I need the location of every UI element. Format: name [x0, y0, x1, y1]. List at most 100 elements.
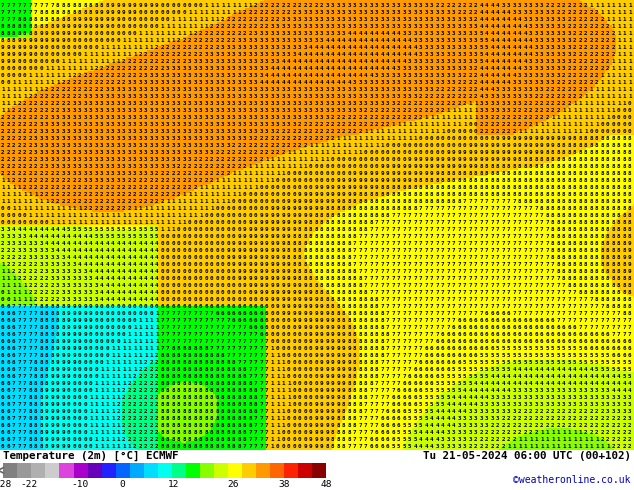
- Text: 8: 8: [452, 199, 455, 204]
- Text: 8: 8: [29, 430, 32, 435]
- Text: 1: 1: [210, 10, 214, 15]
- Text: 8: 8: [512, 171, 516, 176]
- Text: 3: 3: [441, 73, 444, 78]
- Text: 4: 4: [386, 52, 389, 57]
- Text: 7: 7: [458, 241, 461, 246]
- Text: 0: 0: [304, 395, 307, 400]
- Text: 3: 3: [408, 3, 411, 8]
- Text: 3: 3: [111, 115, 115, 120]
- Text: 7: 7: [540, 276, 543, 281]
- Text: 7: 7: [485, 206, 489, 211]
- Text: 3: 3: [29, 241, 32, 246]
- Text: 3: 3: [138, 150, 142, 155]
- Text: 4: 4: [491, 10, 494, 15]
- Text: 2: 2: [238, 17, 241, 22]
- Text: 7: 7: [419, 213, 422, 218]
- Text: 0: 0: [463, 143, 467, 148]
- Text: 8: 8: [166, 430, 169, 435]
- Text: 0: 0: [18, 73, 21, 78]
- Text: 8: 8: [600, 227, 604, 232]
- Text: 8: 8: [595, 227, 598, 232]
- Text: 0: 0: [446, 129, 450, 134]
- Text: 2: 2: [281, 136, 285, 141]
- Text: 1: 1: [12, 101, 15, 106]
- Text: 9: 9: [100, 17, 103, 22]
- Text: 8: 8: [18, 17, 21, 22]
- Text: 8: 8: [331, 227, 335, 232]
- Text: 0: 0: [45, 220, 48, 225]
- Text: 9: 9: [325, 339, 329, 344]
- Text: 3: 3: [166, 129, 169, 134]
- Text: 6: 6: [452, 332, 455, 337]
- Text: 1: 1: [524, 129, 527, 134]
- Text: 5: 5: [469, 374, 472, 379]
- Text: 2: 2: [133, 59, 136, 64]
- Text: 5: 5: [117, 234, 120, 239]
- Text: 0: 0: [298, 185, 302, 190]
- Text: 3: 3: [243, 115, 247, 120]
- Text: 7: 7: [425, 220, 428, 225]
- Text: 8: 8: [436, 199, 439, 204]
- Text: 7: 7: [446, 262, 450, 267]
- Text: 8: 8: [590, 269, 593, 274]
- Text: 1: 1: [612, 73, 615, 78]
- Text: 8: 8: [292, 262, 296, 267]
- Text: 7: 7: [501, 199, 505, 204]
- Text: 7: 7: [573, 290, 576, 295]
- Text: 1: 1: [287, 395, 290, 400]
- Text: 2: 2: [111, 73, 115, 78]
- Text: 3: 3: [292, 45, 296, 50]
- Text: 7: 7: [524, 241, 527, 246]
- Text: 3: 3: [545, 395, 549, 400]
- Text: 8: 8: [529, 171, 533, 176]
- Text: 1: 1: [276, 423, 280, 428]
- Text: 2: 2: [567, 24, 571, 29]
- Text: 8: 8: [567, 157, 571, 162]
- Text: 0: 0: [425, 136, 428, 141]
- Text: 3: 3: [441, 80, 444, 85]
- Text: 8: 8: [205, 423, 208, 428]
- Text: 1: 1: [12, 185, 15, 190]
- Text: 7: 7: [452, 311, 455, 316]
- Text: 3: 3: [150, 108, 153, 113]
- Text: 1: 1: [6, 283, 10, 288]
- Text: 8: 8: [232, 430, 235, 435]
- Text: 9: 9: [238, 276, 241, 281]
- Text: 8: 8: [551, 227, 555, 232]
- Text: 3: 3: [606, 388, 609, 393]
- Text: 6: 6: [612, 346, 615, 351]
- Text: 8: 8: [342, 290, 346, 295]
- Text: 6: 6: [386, 430, 389, 435]
- Text: 2: 2: [600, 24, 604, 29]
- Text: 2: 2: [111, 199, 115, 204]
- Text: 7: 7: [474, 283, 477, 288]
- Text: 2: 2: [23, 178, 27, 183]
- Text: 8: 8: [342, 409, 346, 414]
- Text: 1: 1: [458, 122, 461, 127]
- Text: 2: 2: [18, 108, 21, 113]
- Text: 4: 4: [491, 38, 494, 43]
- Text: 7: 7: [397, 374, 401, 379]
- Text: 4: 4: [150, 290, 153, 295]
- Text: 1: 1: [458, 115, 461, 120]
- Text: 9: 9: [111, 3, 115, 8]
- Text: 1: 1: [94, 381, 98, 386]
- Text: 7: 7: [479, 213, 483, 218]
- Text: 9: 9: [276, 220, 280, 225]
- Text: 3: 3: [567, 402, 571, 407]
- Text: 6: 6: [232, 304, 235, 309]
- Text: 7: 7: [183, 339, 186, 344]
- Text: 9: 9: [380, 171, 384, 176]
- Text: 9: 9: [265, 213, 269, 218]
- Text: 2: 2: [34, 178, 37, 183]
- Text: 3: 3: [413, 80, 417, 85]
- Text: 1: 1: [183, 199, 186, 204]
- Text: 3: 3: [232, 45, 235, 50]
- Text: 3: 3: [392, 73, 395, 78]
- Text: 8: 8: [540, 171, 543, 176]
- Text: 7: 7: [463, 283, 467, 288]
- Text: 9: 9: [276, 304, 280, 309]
- Text: 9: 9: [271, 269, 274, 274]
- Text: 9: 9: [512, 157, 516, 162]
- Text: 4: 4: [446, 416, 450, 421]
